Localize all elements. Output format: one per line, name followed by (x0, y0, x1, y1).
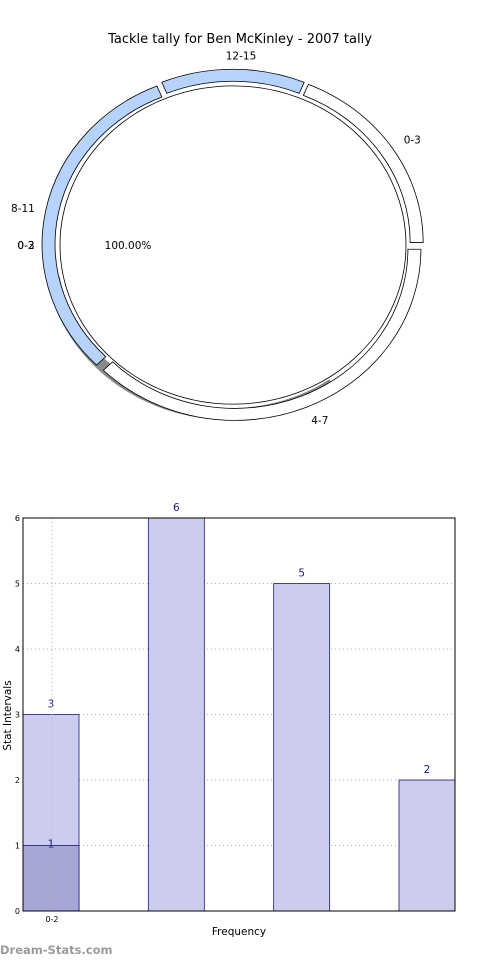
pie-inner-circle (59, 85, 407, 405)
pie-inner-label: 0-3 (17, 240, 34, 252)
x-axis-title: Frequency (212, 926, 266, 938)
y-axis-title: Stat Intervals (2, 680, 14, 750)
pie-slice-label: 4-7 (311, 415, 328, 427)
overlay-bar-value-label: 1 (48, 839, 55, 851)
bar-value-label: 2 (424, 764, 431, 776)
bar-3 (273, 583, 331, 912)
bar-2 (147, 517, 205, 912)
pie-slice-8-11 (41, 85, 163, 366)
pie-inner-label: 0-2 (17, 240, 34, 252)
pie-shadow (46, 276, 337, 421)
y-tick-label: 2 (15, 776, 20, 785)
watermark: Dream-Stats.com (0, 943, 113, 957)
y-tick-label: 6 (15, 514, 20, 523)
plot-frame (22, 517, 456, 912)
pie-slice-4-7 (102, 248, 422, 421)
pie-slice-label: 8-11 (11, 203, 35, 215)
pie-inner-percent: 100.00% (105, 240, 152, 252)
pie-chart: 0-318.75%12-1512.50%8-1131.25%4-737.50%0… (11, 50, 424, 427)
overlay-bar (22, 845, 80, 912)
x-tick-label: 0-2 (45, 915, 58, 924)
y-tick-label: 1 (15, 842, 20, 851)
pie-slice-12-15 (161, 68, 305, 94)
pie-slice-label: 0-3 (404, 135, 421, 147)
pie-slice-0-3 (302, 83, 424, 243)
pie-chart-title: Tackle tally for Ben McKinley - 2007 tal… (107, 32, 372, 47)
bar-chart: 0 1 2 3 4 5 6 3 6 5 2 1 0-2 Frequency Stat Intervals (2, 502, 456, 938)
y-tick-label: 0 (15, 907, 20, 916)
y-tick-label: 3 (15, 711, 20, 720)
y-tick-label: 4 (15, 645, 20, 654)
y-tick-label: 5 (15, 580, 20, 589)
bar-4 (398, 779, 456, 912)
pie-slice-label: 12-15 (226, 50, 257, 62)
bar-value-label: 6 (173, 502, 180, 514)
bar-value-label: 3 (48, 699, 55, 711)
bar-value-label: 5 (298, 568, 305, 580)
